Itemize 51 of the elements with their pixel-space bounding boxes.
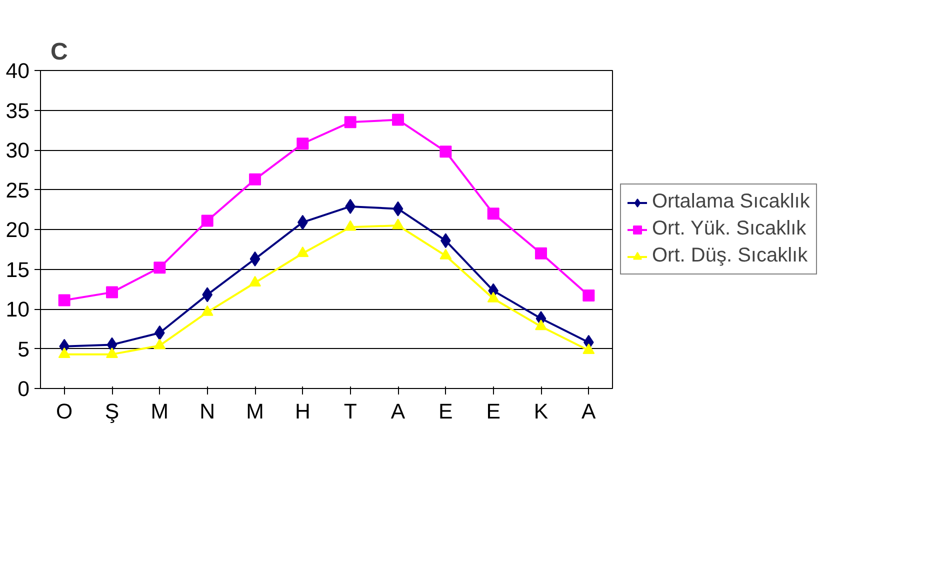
point (344, 116, 356, 128)
legend-label: Ort. Düş. Sıcaklık (652, 244, 808, 268)
point (535, 247, 547, 260)
point (296, 138, 309, 150)
point (154, 338, 166, 350)
x-tick-label: M (246, 400, 264, 424)
point (487, 292, 500, 302)
y-tick-label: 40 (6, 59, 30, 83)
point (535, 320, 547, 330)
point (296, 246, 309, 258)
point (249, 173, 261, 186)
point (392, 114, 404, 126)
point (250, 251, 260, 266)
x-tick-label: T (344, 400, 357, 424)
point (154, 262, 166, 274)
x-tick-label: A (390, 400, 406, 424)
legend-label: Ort. Yük. Sıcaklık (652, 218, 806, 240)
x-tick-label: H (294, 400, 310, 424)
y-tick-label: 15 (6, 258, 30, 282)
x-tick-label: O (56, 400, 73, 424)
point (487, 208, 500, 220)
point (582, 343, 595, 354)
point (392, 218, 404, 230)
x-tick-label: Ş (104, 400, 120, 424)
y-tick-label: 35 (6, 98, 30, 123)
point (58, 294, 70, 306)
y-tick-label: 10 (6, 298, 30, 322)
x-tick-label: K (534, 400, 548, 424)
point (201, 305, 214, 316)
point (440, 146, 452, 158)
x-tick-label: A (582, 400, 597, 424)
point (58, 347, 70, 358)
y-tick-label: 5 (18, 337, 30, 362)
point (440, 248, 452, 260)
y-tick-label: 20 (6, 218, 30, 242)
x-tick-label: M (150, 400, 169, 424)
y-tick-label: 0 (18, 377, 30, 401)
point (106, 347, 118, 358)
point (201, 214, 214, 227)
point (582, 289, 595, 302)
point (344, 220, 356, 231)
x-tick-label: E (486, 400, 500, 424)
chart-title: C (50, 38, 68, 66)
legend-label: Ortalama Sıcaklık (652, 190, 810, 214)
point (106, 286, 118, 298)
point (392, 201, 404, 216)
point (249, 276, 261, 286)
x-tick-label: E (438, 400, 453, 424)
x-tick-label: N (200, 400, 216, 424)
y-tick-label: 25 (6, 178, 30, 202)
y-tick-label: 30 (6, 138, 30, 162)
